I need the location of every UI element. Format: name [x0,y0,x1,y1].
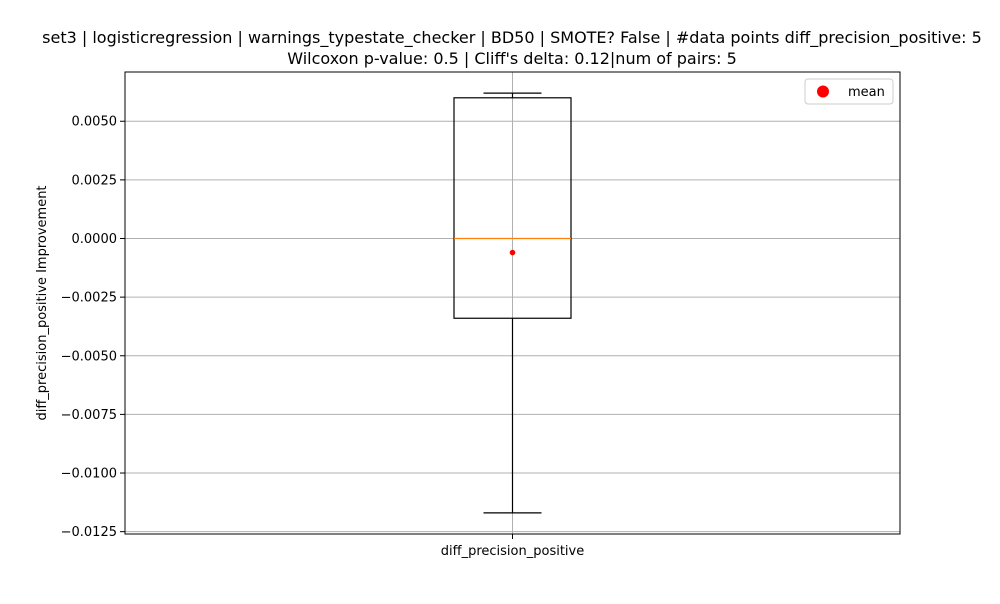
y-axis-label: diff_precision_positive Improvement [35,185,50,420]
y-tick-label: −0.0125 [61,525,117,540]
x-tick-label: diff_precision_positive [441,544,584,559]
y-tick-label: −0.0025 [61,291,117,306]
y-tick-label: 0.0050 [72,115,118,130]
mean-marker [509,249,516,256]
legend: mean [804,78,894,105]
y-tick-label: 0.0000 [72,232,118,247]
y-tick-label: 0.0025 [72,173,118,188]
box-layer [453,92,572,514]
legend-mean-label: mean [848,85,885,100]
x-ticks: diff_precision_positive [441,534,584,559]
legend-box [804,78,894,105]
y-tick-label: −0.0100 [61,467,117,482]
chart-title-line2: Wilcoxon p-value: 0.5 | Cliff's delta: 0… [287,49,737,68]
chart-title-line1: set3 | logisticregression | warnings_typ… [42,28,982,48]
y-tick-label: −0.0050 [61,349,117,364]
legend-mean-marker [817,85,829,98]
y-ticks: 0.0050 0.0025 0.0000 −0.0025 −0.0050 −0.0075 −… [61,115,125,540]
iqr-box [453,97,572,319]
plot-frame [124,71,901,535]
y-tick-label: −0.0075 [61,408,117,423]
